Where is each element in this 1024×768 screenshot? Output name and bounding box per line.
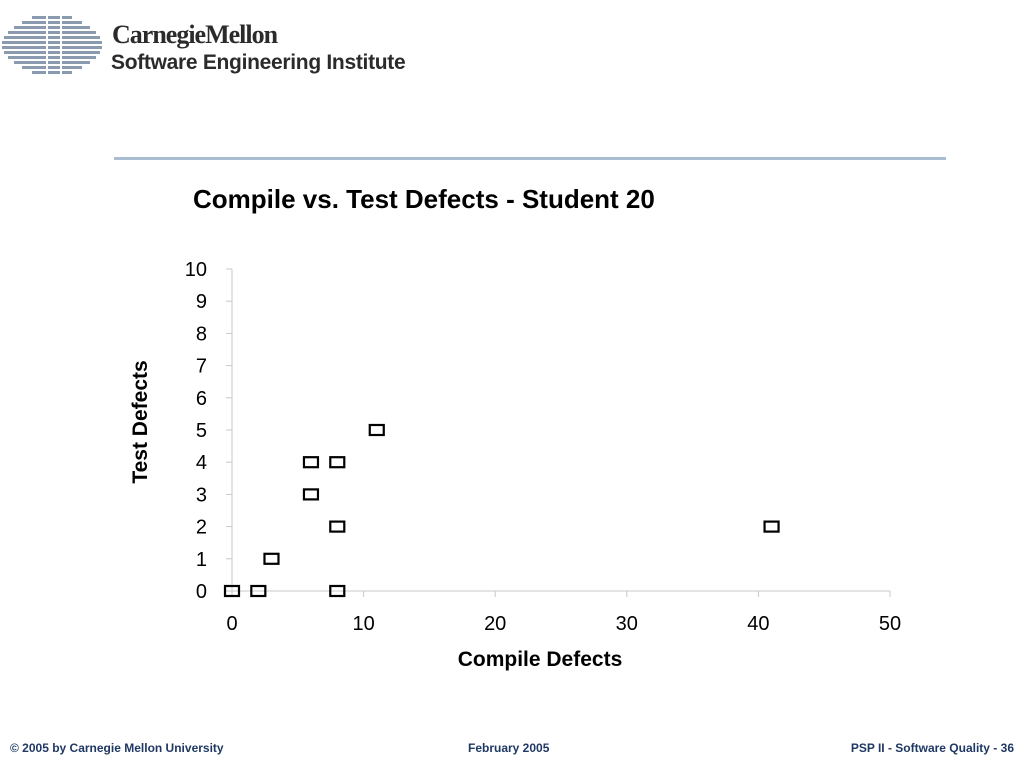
y-axis-title: Test Defects: [129, 360, 152, 483]
data-point: [329, 456, 346, 469]
chart-title: Compile vs. Test Defects - Student 20: [193, 184, 655, 214]
data-point: [368, 423, 385, 437]
data-point: [763, 520, 780, 533]
y-tick-label: 5: [196, 420, 207, 442]
institute-name: Software Engineering Institute: [111, 51, 406, 74]
y-tick-label: 4: [196, 452, 207, 474]
y-tick-label: 6: [196, 388, 207, 410]
footer-date: February 2005: [468, 741, 550, 755]
y-tick-label: 1: [196, 549, 207, 571]
x-tick-label: 40: [747, 613, 769, 635]
striped-globe-logo-icon: [2, 16, 102, 74]
x-tick-label: 30: [616, 613, 638, 635]
data-point: [329, 584, 346, 598]
data-point: [302, 456, 320, 469]
data-point: [329, 520, 346, 533]
data-point: [223, 584, 241, 598]
x-tick-label: 0: [226, 613, 237, 635]
y-tick-label: 2: [196, 517, 207, 539]
y-tick-label: 8: [196, 323, 207, 345]
footer-course: PSP II - Software Quality - 36: [850, 741, 1014, 755]
y-tick-label: 0: [196, 581, 207, 603]
y-tick-label: 7: [196, 356, 207, 378]
y-tick-label: 10: [185, 259, 207, 281]
x-axis-title: Compile Defects: [458, 648, 623, 671]
y-tick-label: 9: [196, 291, 207, 313]
data-point: [263, 552, 280, 565]
x-tick-label: 10: [352, 613, 374, 635]
y-tick-label: 3: [196, 484, 207, 506]
scatter-chart: 0 1 2 3 4 5 6 7 8 9 10 0 10 20 30 40 50 Compile Defects Te…: [129, 259, 901, 671]
x-tick-label: 20: [484, 613, 506, 635]
footer-copyright: © 2005 by Carnegie Mellon University: [10, 741, 224, 755]
org-name: CarnegieMellon: [112, 20, 278, 49]
header-divider: [114, 157, 946, 160]
x-tick-label: 50: [879, 613, 901, 635]
data-point: [250, 584, 267, 598]
data-point: [302, 488, 320, 501]
